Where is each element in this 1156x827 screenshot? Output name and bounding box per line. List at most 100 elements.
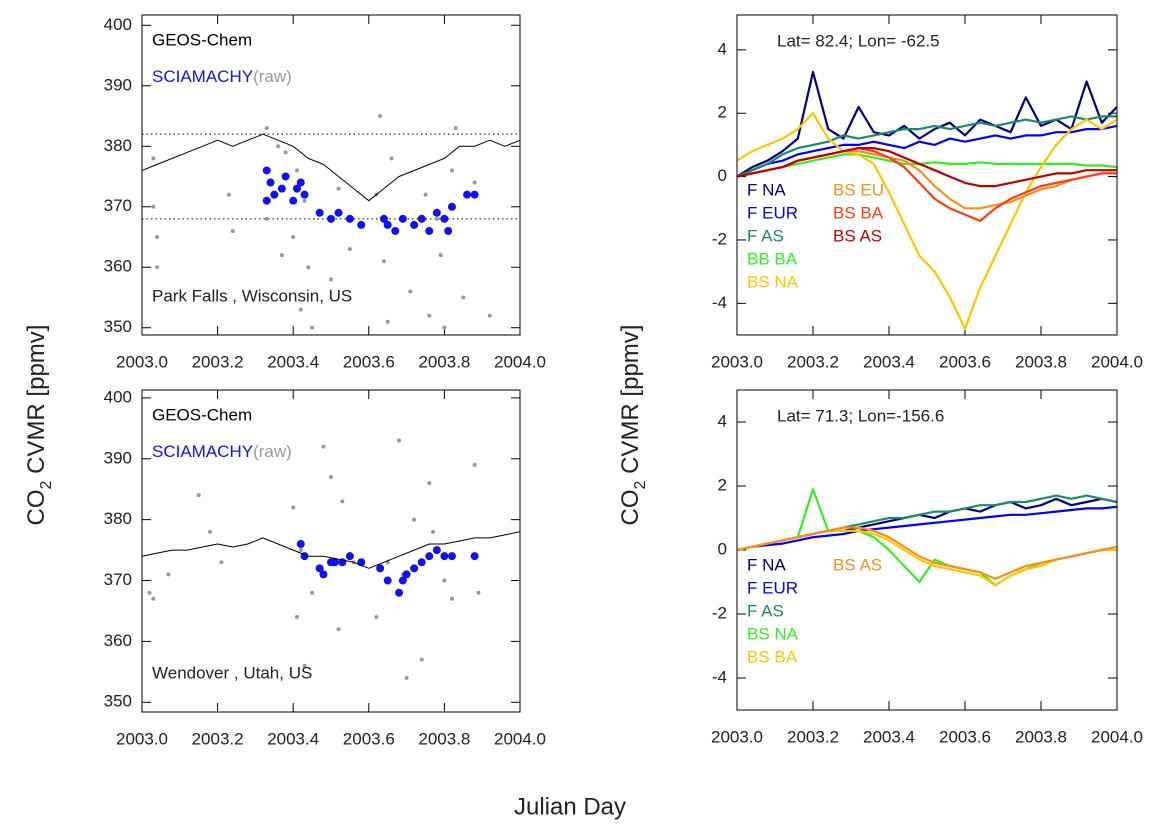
data-point bbox=[412, 517, 417, 522]
x-tick-label: 2003.6 bbox=[939, 727, 991, 746]
data-point bbox=[385, 319, 390, 324]
data-point bbox=[449, 168, 454, 173]
series-line bbox=[737, 124, 1117, 178]
data-point bbox=[151, 204, 156, 209]
y-tick-label: 4 bbox=[718, 411, 727, 430]
data-point bbox=[270, 190, 279, 199]
data-point bbox=[155, 265, 160, 270]
y-tick-label: 400 bbox=[104, 15, 132, 34]
data-point bbox=[461, 295, 466, 300]
y-tick-label: 360 bbox=[104, 257, 132, 276]
x-tick-label: 2003.6 bbox=[343, 352, 395, 371]
legend-entry: BS BA bbox=[747, 647, 798, 666]
data-point bbox=[440, 214, 449, 223]
data-point bbox=[379, 214, 388, 223]
data-point bbox=[434, 216, 439, 221]
data-point bbox=[357, 220, 366, 229]
data-point bbox=[381, 259, 386, 264]
series-line bbox=[737, 505, 1117, 552]
data-point bbox=[166, 572, 171, 577]
data-point bbox=[404, 675, 409, 680]
y-tick-label: 4 bbox=[718, 39, 727, 58]
x-tick-label: 2004.0 bbox=[494, 352, 546, 371]
data-point bbox=[264, 216, 269, 221]
legend-entry: F NA bbox=[747, 180, 786, 199]
data-point bbox=[334, 208, 343, 217]
legend-entry: BS EU bbox=[833, 180, 884, 199]
data-point bbox=[302, 198, 307, 203]
data-point bbox=[425, 552, 434, 561]
x-tick-label: 2003.6 bbox=[939, 352, 991, 371]
data-point bbox=[440, 552, 449, 561]
plot-frame bbox=[141, 389, 521, 713]
data-point bbox=[417, 558, 426, 567]
data-point bbox=[383, 220, 392, 229]
y-axis-label-part: CVMR [ppmv] bbox=[617, 325, 644, 481]
data-point bbox=[262, 196, 271, 205]
legend-entry: SCIAMACHY bbox=[152, 442, 253, 461]
y-tick-label: -2 bbox=[712, 229, 727, 248]
data-point bbox=[397, 438, 402, 443]
y-axis-label-part: CO bbox=[23, 489, 50, 525]
data-point bbox=[279, 253, 284, 258]
data-point bbox=[321, 444, 326, 449]
x-tick-label: 2003.2 bbox=[787, 352, 839, 371]
data-point bbox=[402, 570, 411, 579]
data-point bbox=[447, 552, 456, 561]
legend-entry: SCIAMACHY bbox=[152, 67, 253, 86]
data-point bbox=[453, 126, 458, 131]
y-tick-label: -4 bbox=[712, 667, 727, 686]
x-tick-label: 2003.4 bbox=[863, 727, 915, 746]
legend-entry: SCIAMACHY(raw) bbox=[152, 442, 292, 461]
data-point bbox=[296, 540, 305, 548]
data-point bbox=[423, 192, 428, 197]
y-tick-label: 390 bbox=[104, 75, 132, 94]
data-point bbox=[417, 214, 426, 223]
legend-entry: BS AS bbox=[833, 226, 882, 245]
data-point bbox=[147, 590, 152, 595]
y-tick-label: 0 bbox=[718, 539, 727, 558]
data-point bbox=[298, 548, 303, 553]
data-point bbox=[470, 190, 479, 199]
y-axis-label-part: 2 bbox=[632, 480, 649, 489]
data-point bbox=[442, 325, 447, 330]
data-point bbox=[230, 228, 235, 233]
data-point bbox=[310, 325, 315, 330]
plot-area bbox=[737, 488, 1117, 587]
data-point bbox=[383, 576, 392, 585]
x-tick-label: 2003.8 bbox=[418, 352, 470, 371]
data-point bbox=[427, 481, 432, 486]
y-tick-label: 2 bbox=[718, 103, 727, 122]
x-tick-label: 2003.4 bbox=[267, 729, 319, 748]
x-tick-label: 2004.0 bbox=[1091, 727, 1143, 746]
y-tick-label: -4 bbox=[712, 293, 727, 312]
data-point bbox=[427, 313, 432, 318]
data-point bbox=[463, 190, 472, 199]
legend-entry: F EUR bbox=[747, 203, 798, 222]
x-tick-label: 2003.2 bbox=[787, 727, 839, 746]
legend-entry: F AS bbox=[747, 226, 784, 245]
data-point bbox=[327, 214, 335, 223]
data-point bbox=[408, 289, 413, 294]
x-tick-label: 2003.2 bbox=[192, 352, 244, 371]
data-point bbox=[425, 226, 434, 235]
legend-entry: GEOS-Chem bbox=[152, 405, 252, 424]
data-point bbox=[302, 663, 307, 668]
plot-frame bbox=[141, 14, 521, 336]
panel: 350 360 370 380 390 400 2003.0 2003.2 2003.4 2003… bbox=[104, 387, 546, 748]
legend-entry: SCIAMACHY(raw) bbox=[152, 67, 292, 86]
series-line bbox=[737, 70, 1117, 178]
data-point bbox=[391, 226, 400, 235]
data-point bbox=[442, 578, 447, 583]
data-point bbox=[294, 168, 299, 173]
series-line bbox=[737, 150, 1117, 210]
data-point bbox=[395, 588, 404, 597]
data-point bbox=[226, 192, 231, 197]
data-point bbox=[345, 552, 354, 561]
data-point bbox=[470, 552, 479, 561]
y-tick-label: 380 bbox=[104, 136, 132, 155]
data-point bbox=[347, 247, 352, 252]
data-point bbox=[419, 657, 424, 662]
legend-entry: BB BA bbox=[747, 249, 798, 268]
